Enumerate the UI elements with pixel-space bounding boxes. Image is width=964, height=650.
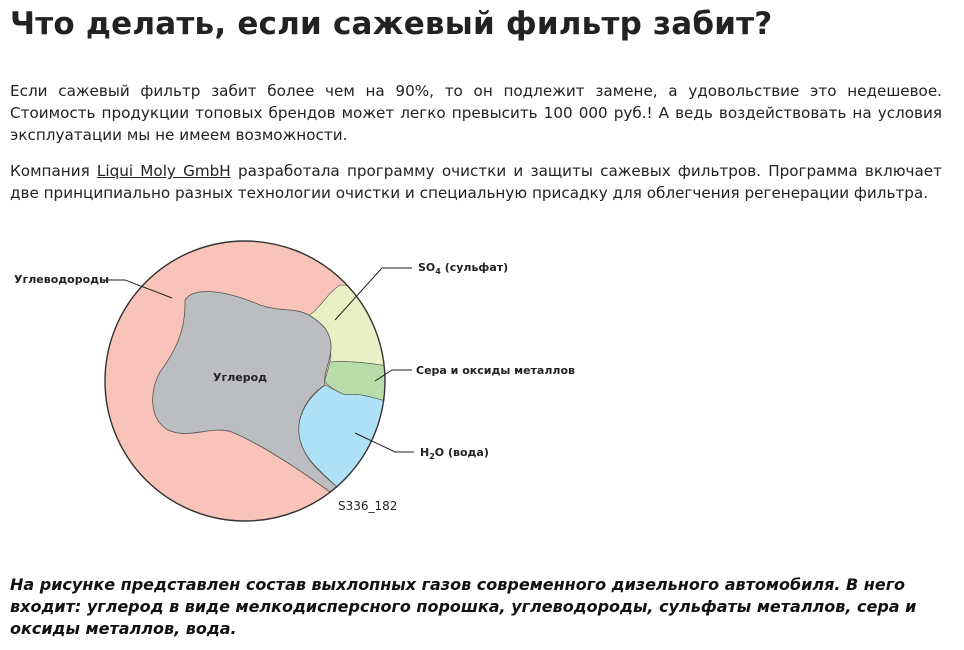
paragraph: Если сажевый фильтр забит более чем на 9… <box>10 82 942 144</box>
paragraph: Компания Liqui Moly GmbH разработала про… <box>10 160 942 204</box>
caption: На рисунке представлен состав выхлопных … <box>10 575 917 638</box>
diagram: Углеводороды Углерод SO4 (сульфат) Сера … <box>14 240 575 522</box>
leader-line <box>100 279 173 299</box>
subscript: 2 <box>429 452 435 461</box>
label: Углерод <box>213 371 267 384</box>
label: Углеводороды <box>14 273 109 286</box>
label: H2O (вода) <box>420 446 489 461</box>
text: разработала программу очистки и защиты с… <box>10 162 942 202</box>
title: Что делать, если сажевый фильтр забит? <box>10 6 773 42</box>
leader-line <box>334 267 412 321</box>
text: Компания <box>10 162 97 180</box>
label: Сера и оксиды металлов <box>416 364 575 377</box>
leader-line <box>354 432 414 453</box>
label-part: O (вода) <box>435 446 489 459</box>
link[interactable]: Liqui Moly GmbH <box>96 162 231 180</box>
figure-code: S336_182 <box>338 499 397 513</box>
label-part: (сульфат) <box>441 261 508 274</box>
label-part: H <box>420 446 429 459</box>
leader-line <box>374 369 412 382</box>
carbon-region <box>152 291 338 493</box>
label: SO4 (сульфат) <box>418 261 508 276</box>
circle-outline <box>104 240 386 522</box>
subscript: 4 <box>435 267 441 276</box>
label-part: SO <box>418 261 435 274</box>
